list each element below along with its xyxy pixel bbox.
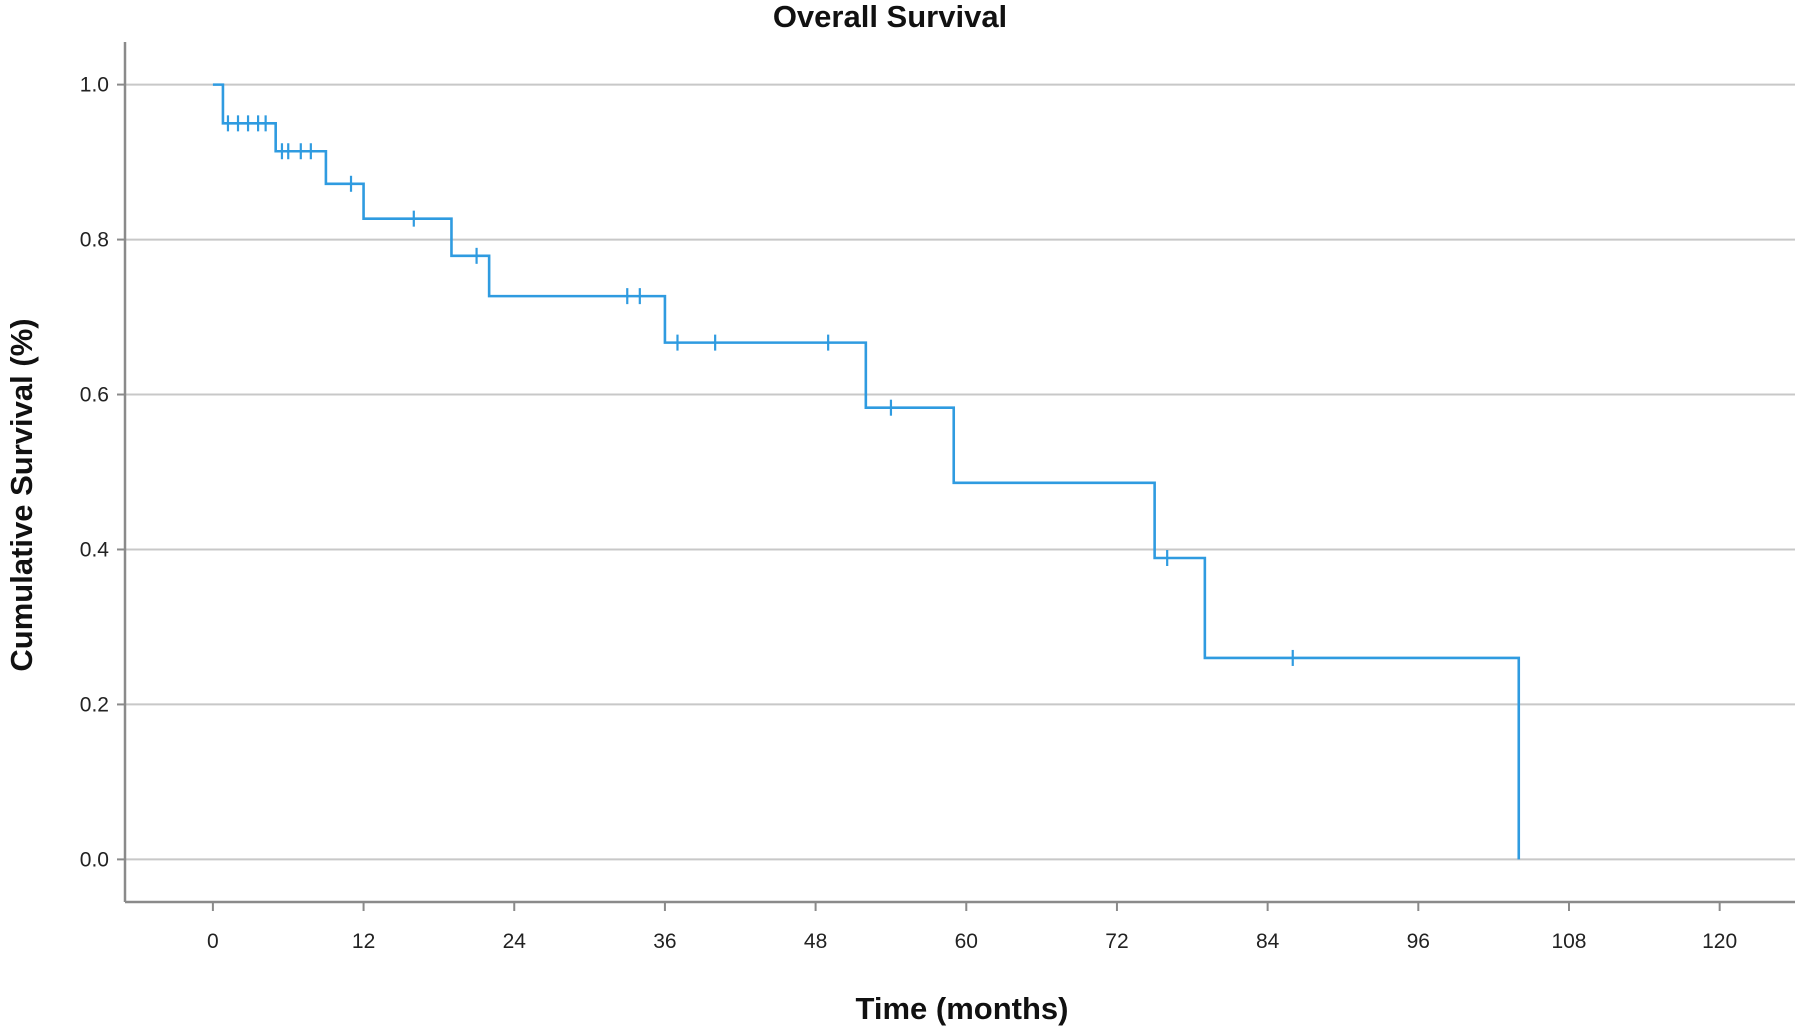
- x-axis-label: Time (months): [856, 991, 1069, 1026]
- x-tick-label: 84: [1256, 930, 1280, 953]
- x-tick-label: 12: [352, 930, 375, 953]
- x-tick-label: 120: [1702, 930, 1737, 953]
- y-tick-label: 0.6: [80, 384, 109, 407]
- y-tick-label: 0.0: [80, 848, 109, 871]
- y-tick-label: 0.4: [80, 538, 110, 561]
- x-tick-label: 36: [653, 930, 676, 953]
- x-tick-label: 96: [1407, 930, 1430, 953]
- y-tick-label: 1.0: [80, 74, 109, 97]
- x-tick-label: 72: [1105, 930, 1128, 953]
- y-tick-label: 0.8: [80, 229, 109, 252]
- survival-step-line: [212, 83, 1521, 860]
- axes: [123, 42, 1795, 904]
- x-tick-label: 48: [804, 930, 827, 953]
- x-tick-label: 0: [207, 930, 219, 953]
- x-tick-label: 24: [503, 930, 527, 953]
- y-axis-label: Cumulative Survival (%): [4, 318, 39, 671]
- x-tick-label: 108: [1551, 930, 1586, 953]
- x-tick-label: 60: [955, 930, 978, 953]
- y-tick-label: 0.2: [80, 693, 109, 716]
- x-axis-ticks: 0 12 24 36 48 60 72 84 96 108 120: [207, 902, 1737, 953]
- gridlines: [125, 83, 1795, 861]
- chart-title: Overall Survival: [773, 0, 1007, 34]
- y-axis-ticks: 0.0 0.2 0.4 0.6 0.8 1.0: [80, 74, 125, 871]
- survival-series: [212, 83, 1521, 860]
